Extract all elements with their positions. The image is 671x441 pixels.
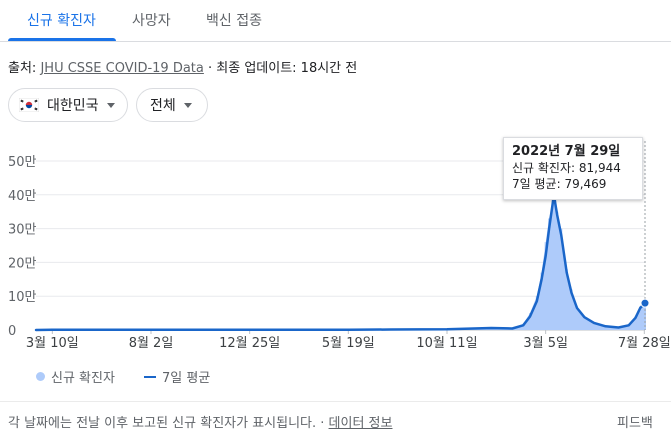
chevron-down-icon bbox=[106, 102, 115, 108]
seven-day-average-line bbox=[34, 193, 647, 332]
hover-point bbox=[640, 298, 650, 308]
legend-cases-label: 신규 확진자 bbox=[51, 371, 115, 386]
period-dropdown[interactable]: 전체 bbox=[136, 88, 208, 122]
legend-average-label: 7일 평균 bbox=[162, 371, 211, 386]
legend-item-average: 7일 평균 bbox=[144, 367, 210, 386]
seven-day-average-path bbox=[34, 193, 647, 332]
x-tick-label: 8월 2일 bbox=[129, 336, 174, 351]
south-korea-flag-icon bbox=[19, 98, 39, 112]
chevron-down-icon bbox=[183, 102, 192, 108]
tab-deaths[interactable]: 사망자 bbox=[132, 13, 171, 29]
y-axis-labels: 0 10만 20만 30만 40만 50만 bbox=[8, 155, 37, 339]
active-tab-indicator bbox=[8, 38, 116, 41]
tab-bar: 신규 확진자 사망자 백신 접종 bbox=[0, 0, 671, 42]
footer-note: 각 날짜에는 전날 이후 보고된 신규 확진자가 표시됩니다. · 데이터 정보 bbox=[8, 412, 392, 431]
chart-tooltip: 2022년 7월 29일 신규 확진자: 81,944 7일 평균: 79,46… bbox=[503, 137, 643, 200]
x-tick-label: 5월 19일 bbox=[322, 336, 375, 351]
legend-line-icon bbox=[144, 375, 156, 378]
x-tick-label: 7월 28일 bbox=[618, 336, 671, 351]
y-tick-label: 50만 bbox=[8, 155, 37, 170]
tooltip-average-row: 7일 평균: 79,469 bbox=[512, 176, 634, 192]
hover-marker bbox=[640, 141, 650, 330]
x-tick-label: 3월 5일 bbox=[523, 336, 568, 351]
tooltip-date: 2022년 7월 29일 bbox=[512, 144, 621, 159]
x-axis-labels: 3월 10일 8월 2일 12월 25일 5월 19일 10월 11일 3월 5일 7월 2… bbox=[26, 336, 671, 351]
tooltip-average-label: 7일 평균: bbox=[512, 177, 561, 191]
footer-note-text: 각 날짜에는 전날 이후 보고된 신규 확진자가 표시됩니다. · bbox=[8, 416, 325, 431]
region-dropdown[interactable]: 대한민국 bbox=[8, 88, 128, 122]
tooltip-average-value: 79,469 bbox=[564, 177, 607, 191]
y-tick-label: 30만 bbox=[8, 223, 37, 238]
tooltip-cases-label: 신규 확진자: bbox=[512, 161, 576, 175]
tab-vaccinations[interactable]: 백신 접종 bbox=[206, 13, 262, 29]
feedback-link[interactable]: 피드백 bbox=[617, 416, 653, 431]
y-tick-label: 0 bbox=[8, 324, 16, 339]
y-tick-label: 20만 bbox=[8, 256, 37, 271]
footer-divider bbox=[0, 401, 671, 402]
y-tick-label: 10만 bbox=[8, 290, 37, 305]
data-info-link[interactable]: 데이터 정보 bbox=[328, 416, 393, 431]
period-label: 전체 bbox=[150, 98, 176, 114]
x-tick-label: 12월 25일 bbox=[219, 336, 280, 351]
x-tick-label: 10월 11일 bbox=[416, 336, 477, 351]
legend-dot-icon bbox=[36, 372, 45, 381]
region-label: 대한민국 bbox=[47, 98, 99, 114]
y-tick-label: 40만 bbox=[8, 189, 37, 204]
x-tick-label: 3월 10일 bbox=[26, 336, 79, 351]
last-updated: · 최종 업데이트: 18시간 전 bbox=[208, 61, 358, 76]
source-line: 출처: JHU CSSE COVID-19 Data · 최종 업데이트: 18… bbox=[8, 57, 357, 76]
tab-new-cases[interactable]: 신규 확진자 bbox=[27, 13, 96, 29]
tooltip-cases-value: 81,944 bbox=[578, 161, 621, 175]
cases-chart[interactable]: 0 10만 20만 30만 40만 50만 3월 10일 8월 2일 12월 25일 5월 19… bbox=[0, 128, 671, 358]
legend-item-cases: 신규 확진자 bbox=[36, 367, 115, 386]
source-prefix: 출처: bbox=[8, 61, 37, 76]
tooltip-cases-row: 신규 확진자: 81,944 bbox=[512, 160, 634, 176]
source-link[interactable]: JHU CSSE COVID-19 Data bbox=[40, 61, 204, 76]
